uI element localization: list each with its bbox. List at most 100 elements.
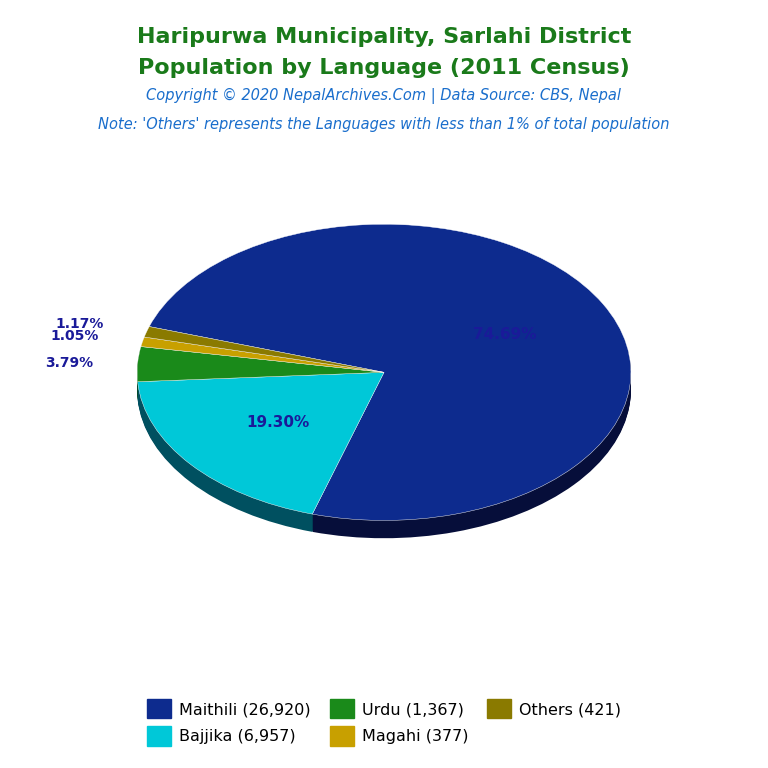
Wedge shape bbox=[149, 242, 631, 538]
Legend: Maithili (26,920), Bajjika (6,957), Urdu (1,367), Magahi (377), Others (421): Maithili (26,920), Bajjika (6,957), Urdu… bbox=[141, 693, 627, 753]
Wedge shape bbox=[137, 380, 384, 522]
Wedge shape bbox=[149, 233, 631, 529]
Wedge shape bbox=[149, 240, 631, 536]
Wedge shape bbox=[137, 389, 384, 531]
Wedge shape bbox=[144, 329, 384, 374]
Wedge shape bbox=[137, 352, 384, 386]
Wedge shape bbox=[149, 227, 631, 522]
Wedge shape bbox=[141, 352, 384, 387]
Wedge shape bbox=[137, 372, 384, 514]
Wedge shape bbox=[149, 227, 631, 524]
Wedge shape bbox=[137, 388, 384, 530]
Wedge shape bbox=[137, 353, 384, 388]
Wedge shape bbox=[141, 341, 384, 376]
Wedge shape bbox=[137, 379, 384, 520]
Wedge shape bbox=[144, 337, 384, 383]
Wedge shape bbox=[144, 326, 384, 372]
Wedge shape bbox=[149, 230, 631, 526]
Wedge shape bbox=[137, 359, 384, 393]
Wedge shape bbox=[137, 377, 384, 519]
Text: Haripurwa Municipality, Sarlahi District: Haripurwa Municipality, Sarlahi District bbox=[137, 27, 631, 47]
Wedge shape bbox=[141, 355, 384, 390]
Wedge shape bbox=[144, 330, 384, 376]
Text: Note: 'Others' represents the Languages with less than 1% of total population: Note: 'Others' represents the Languages … bbox=[98, 117, 670, 132]
Wedge shape bbox=[149, 236, 631, 532]
Wedge shape bbox=[141, 346, 384, 381]
Wedge shape bbox=[149, 232, 631, 528]
Wedge shape bbox=[137, 356, 384, 392]
Wedge shape bbox=[137, 359, 384, 395]
Wedge shape bbox=[144, 332, 384, 377]
Wedge shape bbox=[137, 374, 384, 516]
Wedge shape bbox=[144, 333, 384, 379]
Wedge shape bbox=[137, 386, 384, 527]
Wedge shape bbox=[137, 379, 384, 521]
Wedge shape bbox=[141, 354, 384, 389]
Wedge shape bbox=[141, 350, 384, 386]
Wedge shape bbox=[149, 231, 631, 528]
Wedge shape bbox=[144, 336, 384, 381]
Wedge shape bbox=[149, 237, 631, 533]
Wedge shape bbox=[137, 383, 384, 525]
Wedge shape bbox=[144, 329, 384, 376]
Wedge shape bbox=[137, 364, 384, 399]
Wedge shape bbox=[149, 225, 631, 521]
Wedge shape bbox=[144, 344, 384, 390]
Wedge shape bbox=[144, 328, 384, 373]
Wedge shape bbox=[137, 350, 384, 386]
Wedge shape bbox=[137, 357, 384, 392]
Wedge shape bbox=[149, 241, 631, 538]
Wedge shape bbox=[144, 343, 384, 389]
Wedge shape bbox=[141, 353, 384, 388]
Wedge shape bbox=[137, 387, 384, 529]
Wedge shape bbox=[137, 390, 384, 532]
Wedge shape bbox=[137, 349, 384, 384]
Text: Population by Language (2011 Census): Population by Language (2011 Census) bbox=[138, 58, 630, 78]
Wedge shape bbox=[137, 362, 384, 396]
Wedge shape bbox=[137, 360, 384, 396]
Wedge shape bbox=[141, 342, 384, 377]
Wedge shape bbox=[149, 229, 631, 525]
Wedge shape bbox=[137, 362, 384, 398]
Wedge shape bbox=[144, 339, 384, 386]
Wedge shape bbox=[149, 235, 631, 531]
Text: 74.69%: 74.69% bbox=[472, 327, 536, 343]
Wedge shape bbox=[144, 342, 384, 387]
Wedge shape bbox=[141, 349, 384, 384]
Wedge shape bbox=[137, 384, 384, 526]
Text: 1.17%: 1.17% bbox=[55, 317, 104, 332]
Wedge shape bbox=[141, 337, 384, 372]
Wedge shape bbox=[149, 234, 631, 531]
Text: 19.30%: 19.30% bbox=[246, 415, 310, 430]
Text: Copyright © 2020 NepalArchives.Com | Data Source: CBS, Nepal: Copyright © 2020 NepalArchives.Com | Dat… bbox=[147, 88, 621, 104]
Wedge shape bbox=[149, 224, 631, 521]
Wedge shape bbox=[141, 347, 384, 382]
Wedge shape bbox=[149, 228, 631, 525]
Wedge shape bbox=[137, 356, 384, 391]
Wedge shape bbox=[141, 348, 384, 383]
Wedge shape bbox=[137, 363, 384, 399]
Wedge shape bbox=[149, 238, 631, 535]
Wedge shape bbox=[144, 343, 384, 388]
Wedge shape bbox=[137, 376, 384, 518]
Wedge shape bbox=[144, 333, 384, 379]
Wedge shape bbox=[137, 353, 384, 389]
Wedge shape bbox=[144, 336, 384, 382]
Wedge shape bbox=[141, 338, 384, 373]
Wedge shape bbox=[141, 339, 384, 374]
Wedge shape bbox=[137, 382, 384, 524]
Wedge shape bbox=[137, 381, 384, 523]
Wedge shape bbox=[137, 346, 384, 382]
Wedge shape bbox=[141, 345, 384, 380]
Wedge shape bbox=[141, 344, 384, 379]
Wedge shape bbox=[137, 349, 384, 385]
Wedge shape bbox=[137, 373, 384, 515]
Text: 3.79%: 3.79% bbox=[45, 356, 93, 369]
Wedge shape bbox=[144, 340, 384, 386]
Wedge shape bbox=[141, 343, 384, 379]
Wedge shape bbox=[137, 348, 384, 382]
Wedge shape bbox=[149, 239, 631, 535]
Text: 1.05%: 1.05% bbox=[51, 329, 99, 343]
Wedge shape bbox=[137, 355, 384, 389]
Wedge shape bbox=[144, 335, 384, 380]
